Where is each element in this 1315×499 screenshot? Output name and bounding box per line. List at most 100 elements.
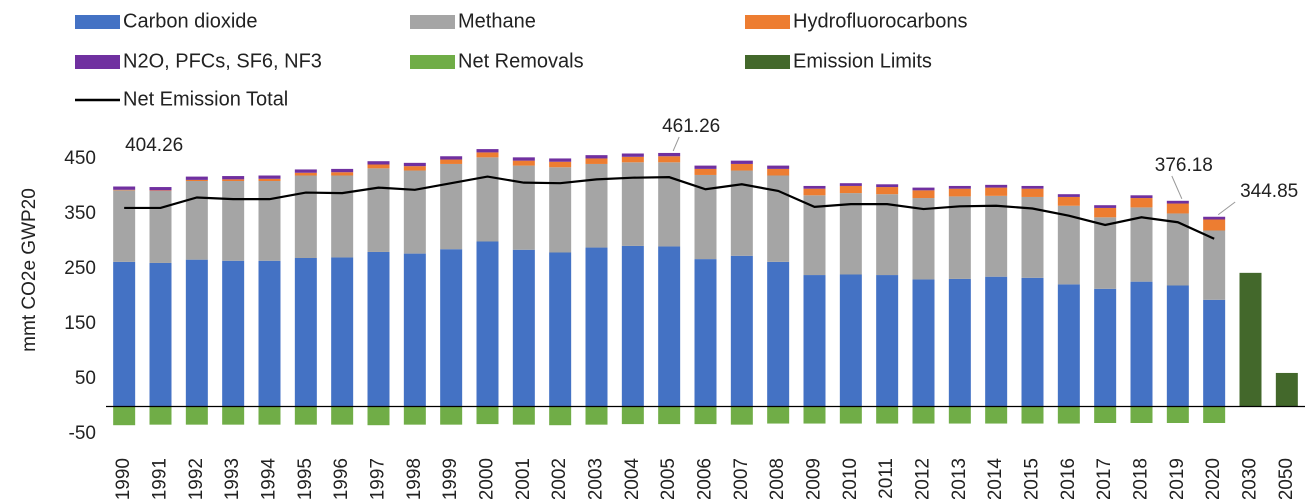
y-tick-label: 250 (64, 258, 96, 279)
bar (658, 406, 681, 425)
bar (585, 158, 608, 164)
x-tick-label: 1991 (150, 458, 171, 499)
bar (948, 406, 971, 424)
bar (1203, 299, 1226, 407)
bar (1130, 198, 1153, 208)
bar (476, 157, 499, 242)
legend-swatch (410, 55, 455, 69)
legend-label: Net Removals (458, 50, 584, 72)
legend-label: Hydrofluorocarbons (793, 10, 968, 32)
bar (1021, 185, 1044, 189)
legend-swatch (75, 15, 120, 29)
x-tick-label: 2030 (1240, 458, 1261, 499)
x-tick-label: 2020 (1203, 458, 1224, 499)
bar (149, 190, 172, 191)
bar (1094, 217, 1117, 289)
bar (185, 181, 208, 260)
bar (730, 160, 753, 164)
bar (294, 258, 317, 407)
bar (912, 279, 935, 407)
bar (876, 194, 899, 276)
bar (1021, 188, 1044, 197)
bar (585, 155, 608, 159)
bar (1275, 372, 1298, 407)
line (124, 175, 1215, 240)
bar (367, 406, 390, 426)
legend-label: N2O, PFCs, SF6, NF3 (123, 50, 322, 72)
bar (730, 406, 753, 425)
bar (948, 188, 971, 197)
bar (658, 246, 681, 407)
bar (185, 176, 208, 180)
bar (149, 190, 172, 263)
y-tick-label: 150 (64, 313, 96, 334)
bar (1021, 196, 1044, 278)
x-tick-label: 2014 (985, 458, 1006, 499)
bar (476, 149, 499, 153)
bar (1130, 195, 1153, 199)
bar (440, 159, 463, 164)
bar (403, 166, 426, 171)
bar (839, 406, 862, 424)
x-tick-label: 2003 (586, 458, 607, 499)
bar (803, 406, 826, 424)
bar (1203, 230, 1226, 300)
bar (730, 255, 753, 407)
annotation: 344.85 (1240, 181, 1298, 202)
bar (694, 174, 717, 260)
x-tick-label: 2001 (513, 458, 534, 499)
legend-label: Emission Limits (793, 50, 932, 72)
x-tick-label: 1992 (186, 458, 207, 499)
x-tick-label: 2010 (840, 458, 861, 499)
x-tick-label: 1999 (440, 458, 461, 499)
bar (658, 162, 681, 247)
bar (694, 168, 717, 175)
bar (403, 406, 426, 425)
bar (803, 185, 826, 189)
bar (222, 176, 245, 180)
bar (403, 170, 426, 254)
bar (1166, 213, 1189, 286)
bar (331, 168, 354, 173)
bar (621, 162, 644, 246)
bar (149, 262, 172, 407)
x-tick-label: 2002 (549, 458, 570, 499)
bar (1166, 203, 1189, 214)
bar (876, 187, 899, 195)
legend-label: Carbon dioxide (123, 10, 258, 32)
bar (113, 189, 136, 191)
x-tick-label: 1994 (259, 458, 280, 499)
bar (113, 406, 136, 426)
bar (948, 196, 971, 279)
x-tick-label: 2004 (622, 458, 643, 499)
bar (512, 157, 535, 161)
bar (403, 162, 426, 167)
bar (1021, 406, 1044, 424)
annotation: 461.26 (662, 116, 720, 137)
x-tick-label: 2017 (1094, 458, 1115, 499)
bar (876, 184, 899, 188)
bar (1057, 284, 1080, 407)
bar (912, 187, 935, 191)
bar (149, 406, 172, 425)
bar (585, 406, 608, 425)
bar (367, 168, 390, 252)
bar (585, 247, 608, 407)
bar (1166, 406, 1189, 423)
x-tick-label: 2006 (695, 458, 716, 499)
bar (113, 186, 136, 190)
bar (476, 152, 499, 158)
x-tick-label: 2050 (1276, 458, 1297, 499)
bar (803, 195, 826, 276)
x-tick-label: 2012 (913, 458, 934, 499)
x-tick-label: 1993 (222, 458, 243, 499)
bar (694, 165, 717, 169)
x-tick-label: 2000 (477, 458, 498, 499)
y-tick-label: 450 (64, 148, 96, 169)
bar (222, 181, 245, 261)
bar (839, 183, 862, 186)
x-tick-label: 2008 (767, 458, 788, 499)
bar (1094, 205, 1117, 208)
bar (621, 156, 644, 163)
bar (1021, 277, 1044, 407)
